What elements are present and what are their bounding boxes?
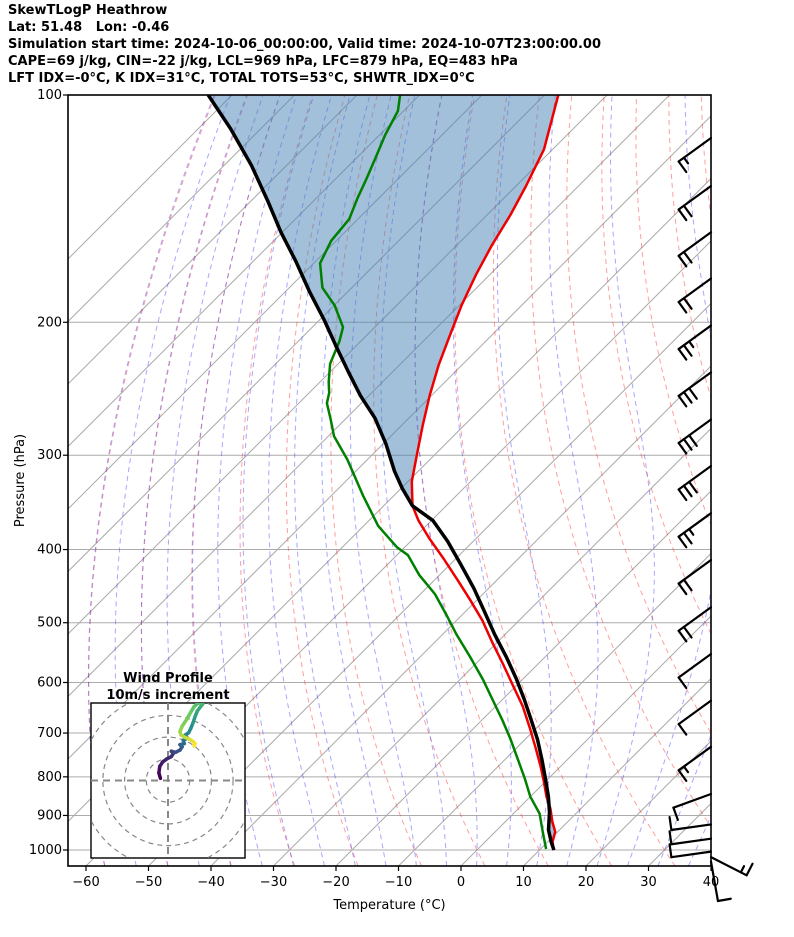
svg-text:800: 800 (37, 770, 62, 785)
svg-text:100: 100 (37, 88, 62, 103)
hodograph-title-line2: 10m/s increment (106, 688, 229, 703)
svg-text:−20: −20 (322, 875, 349, 890)
svg-text:−10: −10 (385, 875, 412, 890)
x-axis-label: Temperature (°C) (332, 898, 445, 913)
svg-text:900: 900 (37, 808, 62, 823)
svg-text:10: 10 (515, 875, 532, 890)
cape-shaded-area (208, 95, 559, 847)
svg-text:700: 700 (37, 726, 62, 741)
temperature-line (410, 95, 560, 851)
plot-border (67, 94, 712, 867)
page-title: SkewTLogP Heathrow (8, 3, 168, 18)
plot-area (68, 95, 711, 866)
svg-text:−30: −30 (260, 875, 287, 890)
hodograph-ring (102, 714, 234, 847)
svg-text:200: 200 (37, 315, 62, 330)
hodograph-inset: Wind Profile 10m/s increment (90, 671, 246, 859)
svg-text:−50: −50 (135, 875, 162, 890)
hodograph-title-line1: Wind Profile (123, 671, 213, 686)
svg-text:40: 40 (703, 875, 720, 890)
svg-text:−60: −60 (72, 875, 99, 890)
parcel-line (206, 95, 556, 851)
hodograph-trace-segment (192, 741, 197, 748)
svg-text:30: 30 (640, 875, 657, 890)
svg-text:600: 600 (37, 676, 62, 691)
wind-barbs (668, 136, 754, 903)
svg-text:20: 20 (578, 875, 595, 890)
indices-line-2: LFT IDX=-0°C, K IDX=31°C, TOTAL TOTS=53°… (8, 71, 475, 86)
lat-lon-line: Lat: 51.48 Lon: -0.46 (8, 20, 170, 35)
svg-text:400: 400 (37, 543, 62, 558)
svg-text:−40: −40 (197, 875, 224, 890)
svg-text:1000: 1000 (29, 843, 62, 858)
svg-text:300: 300 (37, 448, 62, 463)
axes: −60 −50 −40 −30 −20 −10 0 10 20 30 40 100 200 300 400 5… (13, 88, 719, 913)
svg-text:500: 500 (37, 616, 62, 631)
header-block: SkewTLogP Heathrow Lat: 51.48 Lon: -0.46… (8, 2, 601, 87)
hodograph-ring (123, 736, 213, 825)
svg-text:0: 0 (457, 875, 465, 890)
time-line: Simulation start time: 2024-10-06_00:00:… (8, 37, 601, 52)
indices-line-1: CAPE=69 j/kg, CIN=-22 j/kg, LCL=969 hPa,… (8, 54, 518, 69)
dewpoint-line (318, 95, 548, 850)
y-axis-label: Pressure (hPa) (13, 434, 28, 527)
